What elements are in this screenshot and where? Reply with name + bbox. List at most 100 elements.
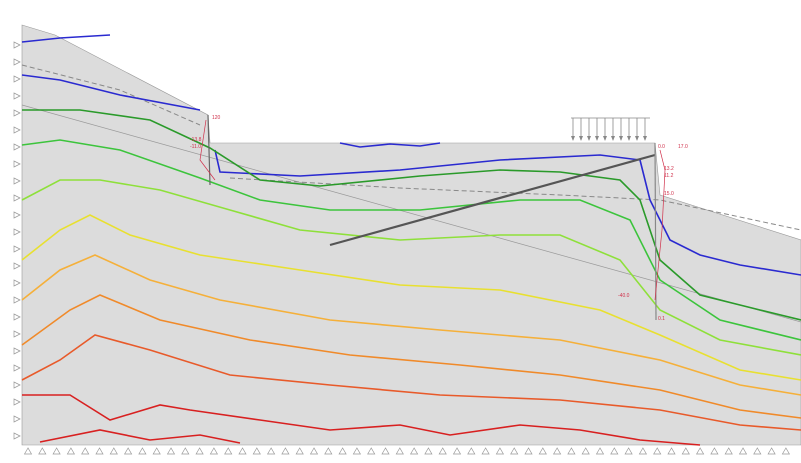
support	[681, 447, 690, 455]
support	[138, 447, 147, 455]
water-table	[21, 64, 201, 126]
support	[467, 447, 476, 455]
support	[13, 279, 21, 287]
support	[13, 381, 21, 389]
support	[338, 447, 347, 455]
contour	[21, 34, 111, 43]
support	[13, 432, 21, 440]
support	[224, 447, 233, 455]
contour	[39, 429, 241, 444]
load-arrow-head	[603, 136, 607, 141]
support	[13, 330, 21, 338]
support	[295, 447, 304, 455]
support	[452, 447, 462, 455]
support	[510, 447, 519, 455]
support	[724, 447, 733, 455]
support	[195, 447, 204, 455]
support	[13, 245, 21, 253]
support	[123, 447, 133, 455]
load-arrow-head	[579, 136, 583, 141]
contour	[21, 74, 201, 111]
contour	[21, 179, 801, 356]
load-arrow-head	[595, 136, 599, 141]
support	[13, 313, 21, 321]
support	[409, 447, 419, 455]
support	[524, 447, 533, 455]
support	[38, 447, 47, 455]
support	[538, 447, 547, 455]
support	[481, 447, 490, 455]
support	[13, 398, 21, 406]
load-arrow-head	[643, 136, 647, 141]
support	[638, 447, 648, 455]
support	[595, 447, 605, 455]
contour	[22, 109, 801, 321]
annotation: 11.2	[664, 173, 674, 179]
support	[753, 447, 762, 455]
support	[13, 228, 21, 236]
load-arrow-head	[611, 136, 615, 141]
support	[252, 447, 261, 455]
layer-boundary	[21, 104, 801, 323]
support	[395, 447, 404, 455]
support	[13, 296, 21, 304]
support	[13, 211, 21, 219]
load-arrow-head	[587, 136, 591, 141]
support	[352, 447, 362, 455]
force-diagram	[654, 149, 666, 301]
contours	[21, 34, 801, 446]
surface-load	[571, 117, 650, 141]
annotation: -11.0	[190, 144, 201, 150]
support	[13, 177, 21, 185]
support	[13, 75, 21, 83]
support	[781, 447, 791, 455]
annotation: 17.0	[678, 144, 688, 150]
support	[13, 126, 21, 134]
contour	[21, 139, 801, 341]
support	[13, 415, 21, 423]
support	[13, 364, 21, 372]
support	[767, 447, 776, 455]
support	[13, 347, 21, 355]
contour	[214, 149, 801, 276]
support	[581, 447, 590, 455]
support	[13, 160, 21, 168]
support	[13, 92, 21, 100]
support	[109, 447, 118, 455]
annotation: 13.2	[664, 166, 674, 172]
support	[13, 41, 21, 49]
support	[13, 109, 21, 117]
support	[181, 447, 190, 455]
support	[13, 143, 21, 151]
supports	[13, 41, 21, 440]
soil-body	[21, 24, 801, 446]
support	[238, 447, 247, 455]
annotation: 120	[212, 115, 221, 121]
support	[13, 262, 21, 270]
support	[610, 447, 619, 455]
support	[152, 447, 161, 455]
water-table	[229, 177, 801, 231]
contour	[21, 334, 801, 431]
support	[309, 447, 319, 455]
force-diagram	[199, 119, 216, 181]
support	[52, 447, 61, 455]
contour	[21, 254, 801, 396]
load-arrow-head	[627, 136, 631, 141]
support	[66, 447, 76, 455]
support	[495, 447, 505, 455]
support	[13, 58, 21, 66]
support	[710, 447, 719, 455]
anchor	[329, 153, 656, 247]
contour	[339, 142, 441, 148]
annotation: 0.0	[658, 144, 665, 150]
support	[695, 447, 705, 455]
support	[166, 447, 176, 455]
support	[81, 447, 90, 455]
support	[95, 447, 104, 455]
contour	[21, 214, 801, 381]
contour	[22, 394, 701, 446]
support	[438, 447, 447, 455]
support	[667, 447, 676, 455]
support	[324, 447, 333, 455]
